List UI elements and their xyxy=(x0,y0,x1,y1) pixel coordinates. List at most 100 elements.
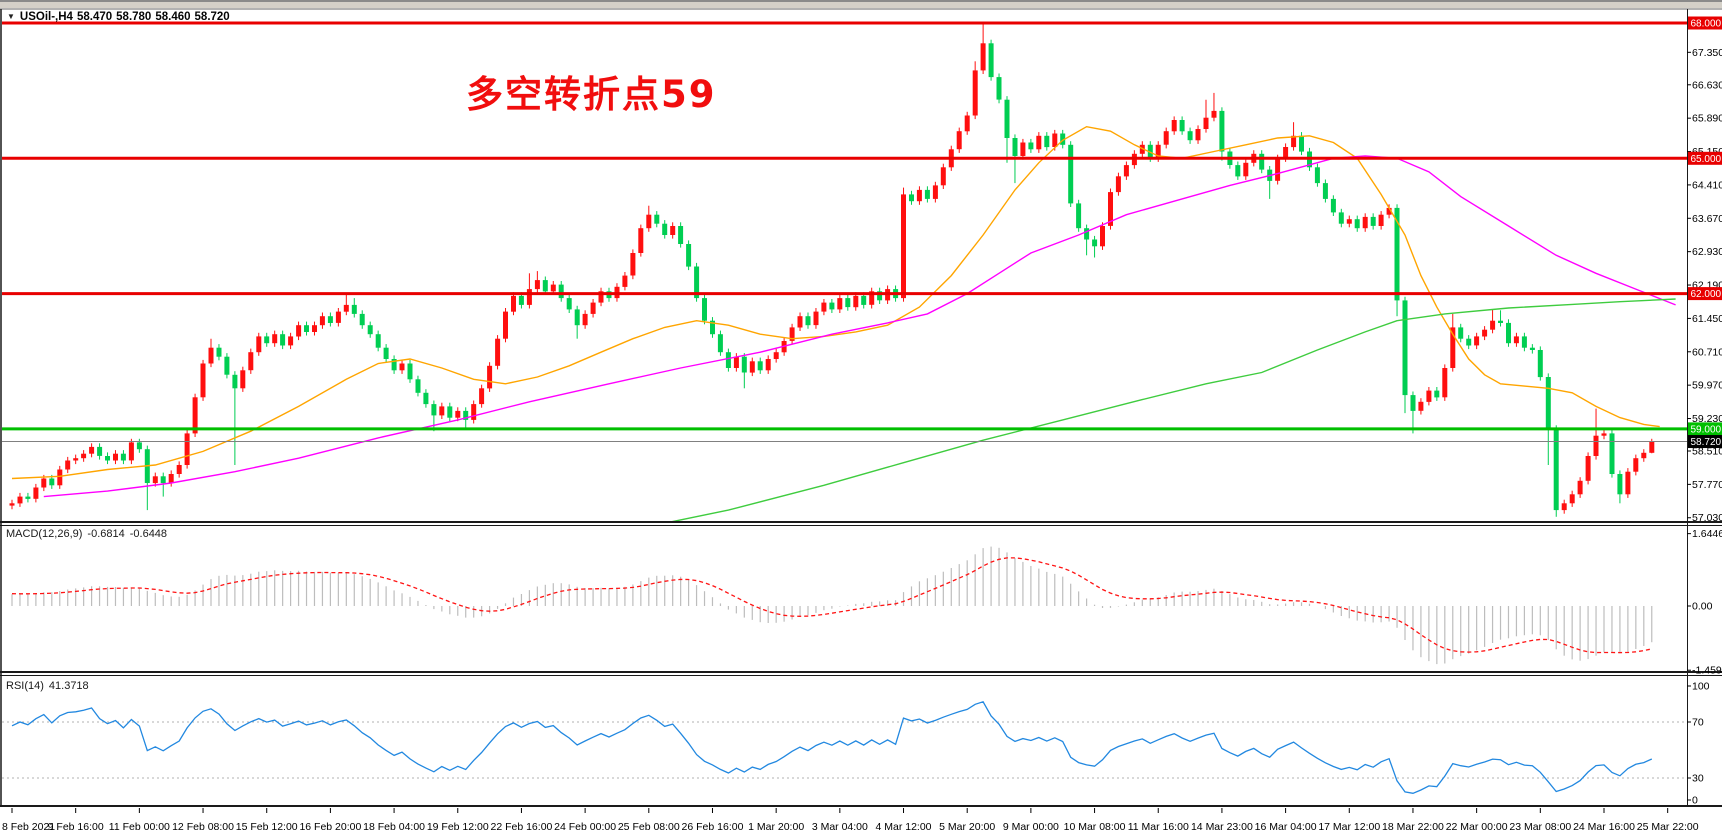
candle xyxy=(909,190,914,205)
candle xyxy=(805,312,811,329)
ma-slow-line xyxy=(671,298,1676,521)
candle xyxy=(1394,204,1400,317)
candle xyxy=(423,389,429,408)
panel-separator xyxy=(0,521,1722,523)
candle xyxy=(1036,132,1042,153)
candle xyxy=(1601,429,1607,440)
candle xyxy=(335,308,341,327)
ohlc-close: 58.720 xyxy=(194,11,230,23)
date-label: 16 Mar 04:00 xyxy=(1255,821,1317,833)
candle xyxy=(574,305,580,339)
candle xyxy=(1609,429,1615,478)
rsi-panel[interactable] xyxy=(2,701,1687,794)
candle xyxy=(1100,222,1105,250)
candle xyxy=(1426,387,1432,406)
candle xyxy=(1322,179,1328,203)
panel-separator xyxy=(0,671,1722,673)
candle xyxy=(725,348,731,372)
hline-price-badge xyxy=(1688,16,1722,30)
rsi-tick-label: 70 xyxy=(1692,717,1704,729)
candle xyxy=(1521,332,1527,352)
symbol-dropdown-icon[interactable]: ▼ xyxy=(7,12,15,21)
date-label: 12 Feb 08:00 xyxy=(172,821,234,833)
candle xyxy=(503,308,508,343)
candle xyxy=(972,61,978,120)
candle xyxy=(964,111,970,135)
candle xyxy=(240,366,246,392)
candle xyxy=(168,470,174,487)
macd-tick-label: -1.4594 xyxy=(1692,665,1722,677)
hline-price-badge-label: 59.000 xyxy=(1691,424,1722,435)
candle xyxy=(1370,213,1376,230)
date-label: 15 Feb 12:00 xyxy=(236,821,298,833)
candle xyxy=(1466,335,1472,350)
candle xyxy=(1243,159,1249,180)
candle xyxy=(208,338,214,368)
candle xyxy=(17,492,23,507)
panel-separator xyxy=(0,675,1722,676)
candle xyxy=(1020,138,1026,160)
date-label: 9 Mar 00:00 xyxy=(1003,821,1059,833)
candle xyxy=(447,402,453,422)
price-tick-label: 57.770 xyxy=(1692,479,1722,491)
candle xyxy=(1179,116,1185,135)
candle xyxy=(741,353,747,389)
date-axis-border xyxy=(0,805,1722,807)
candle xyxy=(1163,127,1169,149)
candle xyxy=(296,321,302,341)
candle xyxy=(733,353,739,372)
candle xyxy=(1585,452,1591,485)
candle xyxy=(940,163,946,189)
candle xyxy=(224,353,230,379)
rsi-tick-label: 0 xyxy=(1692,795,1698,807)
candle xyxy=(89,443,95,458)
candle xyxy=(1537,346,1543,381)
candle xyxy=(1123,161,1129,180)
candle xyxy=(1434,387,1440,401)
candle xyxy=(1490,309,1496,334)
candle xyxy=(1474,332,1480,350)
candle xyxy=(367,321,373,338)
candle xyxy=(829,299,835,313)
candle xyxy=(1450,313,1456,372)
date-label: 11 Mar 16:00 xyxy=(1128,821,1189,833)
price-tick-label: 59.970 xyxy=(1692,380,1722,392)
date-label: 22 Feb 16:00 xyxy=(490,821,552,833)
annotation-text[interactable]: 多空转折点59 xyxy=(466,73,717,116)
macd-value: -0.6814 xyxy=(87,528,125,540)
candle xyxy=(256,332,262,356)
symbol-period-label[interactable]: USOil-,H4 xyxy=(19,11,73,23)
candle xyxy=(622,272,628,291)
candle xyxy=(797,312,803,331)
candle xyxy=(598,287,604,307)
candle xyxy=(319,312,325,329)
price-tick-label: 64.410 xyxy=(1692,179,1722,191)
rsi-tick-label: 30 xyxy=(1692,773,1704,785)
ohlc-low: 58.460 xyxy=(155,11,191,23)
candle xyxy=(487,362,493,392)
candle xyxy=(749,357,755,377)
candle xyxy=(511,292,516,316)
candle xyxy=(144,445,150,511)
date-label: 23 Mar 08:00 xyxy=(1509,821,1571,833)
candle xyxy=(638,224,644,257)
macd-signal-line xyxy=(11,557,1652,654)
main-panel[interactable] xyxy=(2,21,1687,528)
candle xyxy=(375,330,381,352)
macd-panel[interactable] xyxy=(11,546,1653,665)
candle xyxy=(1259,150,1265,174)
candle xyxy=(1092,235,1098,258)
candle xyxy=(33,483,39,503)
date-label: 22 Mar 00:00 xyxy=(1446,821,1508,833)
candle xyxy=(1442,364,1448,401)
candle xyxy=(1482,326,1488,341)
candle xyxy=(73,454,79,465)
candle xyxy=(1060,129,1066,149)
candle xyxy=(996,73,1002,104)
hline-price-badge xyxy=(1688,422,1722,436)
candle xyxy=(980,23,986,74)
candle xyxy=(248,348,254,374)
candle xyxy=(654,211,660,228)
